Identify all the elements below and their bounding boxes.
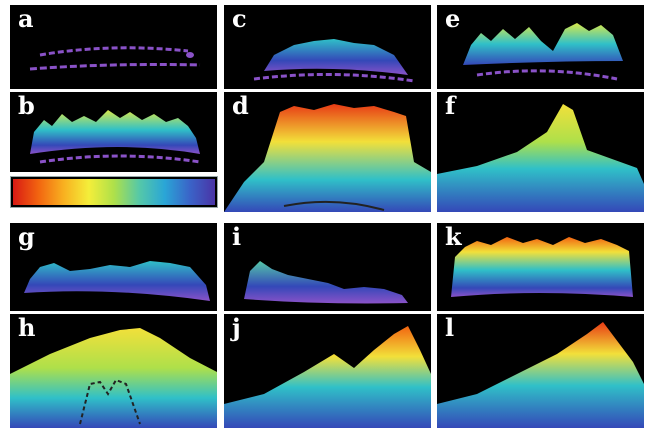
panel-a: a — [10, 5, 217, 89]
panel-j: j — [224, 314, 431, 428]
panel-label: h — [18, 314, 36, 342]
panel-label: f — [445, 92, 456, 120]
panel-j-image — [224, 326, 431, 428]
panel-f: f — [437, 92, 644, 212]
panel-d-image — [224, 104, 431, 212]
colorbar-gradient — [13, 179, 215, 205]
panel-k-image — [451, 237, 633, 297]
panel-label: c — [232, 5, 247, 33]
panel-g: g — [10, 223, 217, 311]
panel-k: k — [437, 223, 644, 311]
panel-label: b — [18, 92, 35, 120]
panel-c: c — [224, 5, 431, 89]
panel-label: i — [232, 223, 242, 251]
panel-label: e — [445, 5, 461, 33]
panel-label: g — [18, 223, 35, 251]
panel-label: k — [445, 223, 462, 251]
panel-a-image — [29, 46, 201, 71]
panel-c-image — [253, 39, 415, 83]
panel-d: d — [224, 92, 431, 212]
panel-e-image — [463, 23, 623, 81]
panel-i-image — [244, 261, 408, 304]
panel-label: d — [232, 92, 249, 120]
panel-label: j — [232, 314, 241, 342]
panel-h-image — [10, 328, 217, 428]
panel-f-image — [437, 104, 644, 212]
panel-b-image — [30, 110, 201, 164]
panel-l: l — [437, 314, 644, 428]
panel-label: a — [18, 5, 34, 33]
panel-b: b — [10, 92, 217, 172]
panel-label: l — [445, 314, 455, 342]
panel-i: i — [224, 223, 431, 311]
colorbar — [10, 176, 218, 208]
panel-g-image — [24, 261, 210, 301]
panel-e: e — [437, 5, 644, 89]
panel-h: h — [10, 314, 217, 428]
panel-l-image — [437, 322, 644, 428]
